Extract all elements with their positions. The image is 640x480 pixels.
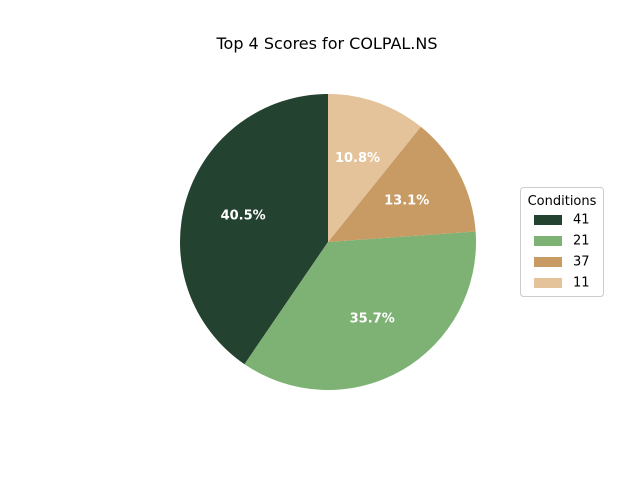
legend-label-21: 21 — [573, 234, 590, 249]
legend-swatch-11 — [534, 278, 562, 288]
pie-slice-37 — [328, 126, 476, 242]
legend-swatch-37 — [534, 257, 562, 267]
slice-percent-labels: 40.5% 35.7% 13.1% 10.8% — [221, 151, 430, 327]
legend-label-37: 37 — [573, 255, 590, 270]
legend-label-41: 41 — [573, 213, 590, 228]
legend-items: 41 21 37 11 — [534, 213, 590, 291]
slice-percent-label-37: 13.1% — [384, 193, 429, 208]
legend-swatch-21 — [534, 236, 562, 246]
pie-slice-11 — [328, 94, 421, 242]
slice-percent-label-21: 35.7% — [350, 312, 395, 327]
slice-percent-label-11: 10.8% — [335, 151, 380, 166]
slice-percent-label-41: 40.5% — [221, 208, 266, 223]
legend: Conditions 41 21 37 11 — [520, 187, 604, 297]
legend-label-11: 11 — [573, 276, 590, 291]
chart-title: Top 4 Scores for COLPAL.NS — [215, 34, 437, 53]
pie-slice-41 — [179, 94, 328, 365]
pie-slices — [179, 94, 477, 391]
pie-slice-21 — [244, 231, 477, 391]
legend-title: Conditions — [528, 194, 597, 209]
legend-swatch-41 — [534, 215, 562, 225]
